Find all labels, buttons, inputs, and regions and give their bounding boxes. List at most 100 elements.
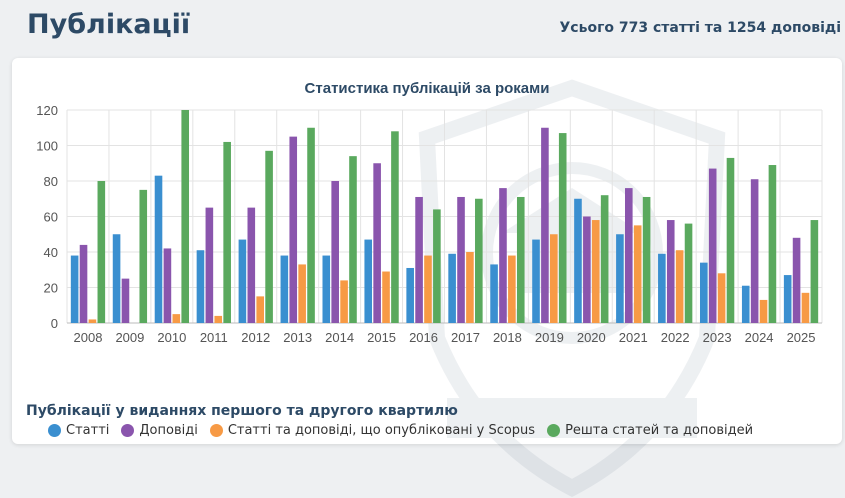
legend-marker-icon (547, 423, 561, 437)
bar[interactable] (154, 175, 163, 323)
bar[interactable] (349, 156, 357, 323)
bar[interactable] (616, 234, 624, 323)
bar[interactable] (633, 225, 642, 323)
bar[interactable] (448, 253, 456, 323)
legend-item[interactable]: Статті та доповіді, що опубліковані у Sc… (209, 422, 536, 438)
bar[interactable] (331, 181, 339, 323)
bar[interactable] (591, 220, 600, 323)
x-tick-label: 2022 (661, 330, 690, 345)
bar[interactable] (265, 150, 273, 323)
bar[interactable] (600, 195, 609, 323)
bar[interactable] (373, 163, 381, 323)
bar[interactable] (457, 196, 465, 323)
legend-label: Статті та доповіді, що опубліковані у Sc… (227, 422, 536, 438)
bar[interactable] (424, 255, 432, 323)
bar[interactable] (699, 262, 708, 323)
bar[interactable] (256, 296, 264, 323)
x-tick-label: 2016 (409, 330, 438, 345)
bar[interactable] (163, 248, 172, 323)
bar[interactable] (70, 255, 79, 323)
x-tick-label: 2017 (451, 330, 480, 345)
x-tick-label: 2018 (493, 330, 522, 345)
bar[interactable] (550, 234, 558, 323)
bar[interactable] (801, 292, 810, 323)
bar[interactable] (541, 127, 549, 323)
bar[interactable] (558, 133, 567, 323)
bar[interactable] (574, 198, 582, 323)
bar[interactable] (364, 239, 373, 323)
legend-label: Решта статей та доповідей (565, 422, 754, 438)
x-tick-label: 2019 (535, 330, 564, 345)
bar[interactable] (810, 220, 819, 323)
legend-item[interactable]: Доповіді (121, 423, 198, 438)
bar[interactable] (97, 181, 106, 323)
bar[interactable] (238, 239, 247, 323)
bar[interactable] (340, 280, 348, 323)
bar[interactable] (768, 165, 777, 323)
bar[interactable] (433, 209, 441, 323)
bar[interactable] (759, 299, 768, 323)
bar[interactable] (726, 157, 735, 323)
y-tick-label: 40 (44, 245, 58, 260)
bar[interactable] (532, 239, 540, 323)
bar[interactable] (508, 255, 516, 323)
bar[interactable] (475, 198, 483, 323)
y-tick-label: 120 (36, 103, 58, 118)
bar[interactable] (750, 179, 759, 323)
legend-item[interactable]: Решта статей та доповідей (547, 423, 753, 438)
bar[interactable] (717, 273, 726, 323)
bar[interactable] (214, 315, 223, 323)
x-tick-label: 2025 (787, 330, 816, 345)
x-tick-label: 2010 (157, 330, 186, 345)
y-tick-label: 100 (36, 139, 58, 154)
x-tick-label: 2008 (74, 330, 103, 345)
x-tick-label: 2021 (619, 330, 648, 345)
x-tick-label: 2020 (577, 330, 606, 345)
bar[interactable] (196, 250, 205, 323)
bar[interactable] (499, 188, 507, 323)
bar[interactable] (642, 196, 651, 323)
bar[interactable] (625, 188, 633, 323)
bar[interactable] (516, 196, 525, 323)
bar[interactable] (181, 110, 190, 323)
bar[interactable] (415, 196, 423, 323)
legend-item[interactable]: Статті (48, 423, 109, 438)
bar[interactable] (205, 207, 214, 323)
bar[interactable] (675, 250, 684, 323)
x-tick-label: 2015 (367, 330, 396, 345)
x-tick-label: 2024 (745, 330, 774, 345)
bar[interactable] (666, 220, 675, 323)
bar[interactable] (382, 271, 390, 323)
bar[interactable] (708, 168, 717, 323)
totals-summary: Усього 773 статті та 1254 доповіді (559, 20, 841, 36)
bar[interactable] (172, 314, 181, 323)
bar[interactable] (406, 267, 414, 323)
bar[interactable] (280, 255, 289, 323)
bar[interactable] (223, 141, 231, 323)
y-tick-label: 20 (44, 281, 58, 296)
bar[interactable] (466, 252, 474, 323)
legend-label: Статті (66, 422, 110, 438)
publications-chart: Статистика публікацій за роками 0 20 40 60 8… (36, 80, 823, 345)
bar[interactable] (792, 237, 801, 323)
bar[interactable] (684, 223, 693, 323)
bar[interactable] (88, 319, 97, 323)
bar[interactable] (783, 275, 792, 323)
bar[interactable] (112, 234, 121, 323)
bar[interactable] (658, 253, 666, 323)
bar[interactable] (247, 207, 256, 323)
bar[interactable] (289, 136, 298, 323)
bar[interactable] (121, 278, 130, 323)
bar[interactable] (298, 264, 306, 323)
bar[interactable] (307, 127, 315, 323)
x-tick-label: 2013 (283, 330, 312, 345)
bar[interactable] (79, 244, 88, 323)
bar[interactable] (490, 264, 498, 323)
bar[interactable] (741, 285, 750, 323)
bar[interactable] (583, 216, 591, 324)
section-title: Публікації у виданнях першого та другого… (26, 403, 458, 419)
bar[interactable] (391, 131, 399, 323)
y-tick-label: 0 (51, 316, 58, 331)
bar[interactable] (139, 189, 148, 323)
bar[interactable] (322, 255, 331, 323)
